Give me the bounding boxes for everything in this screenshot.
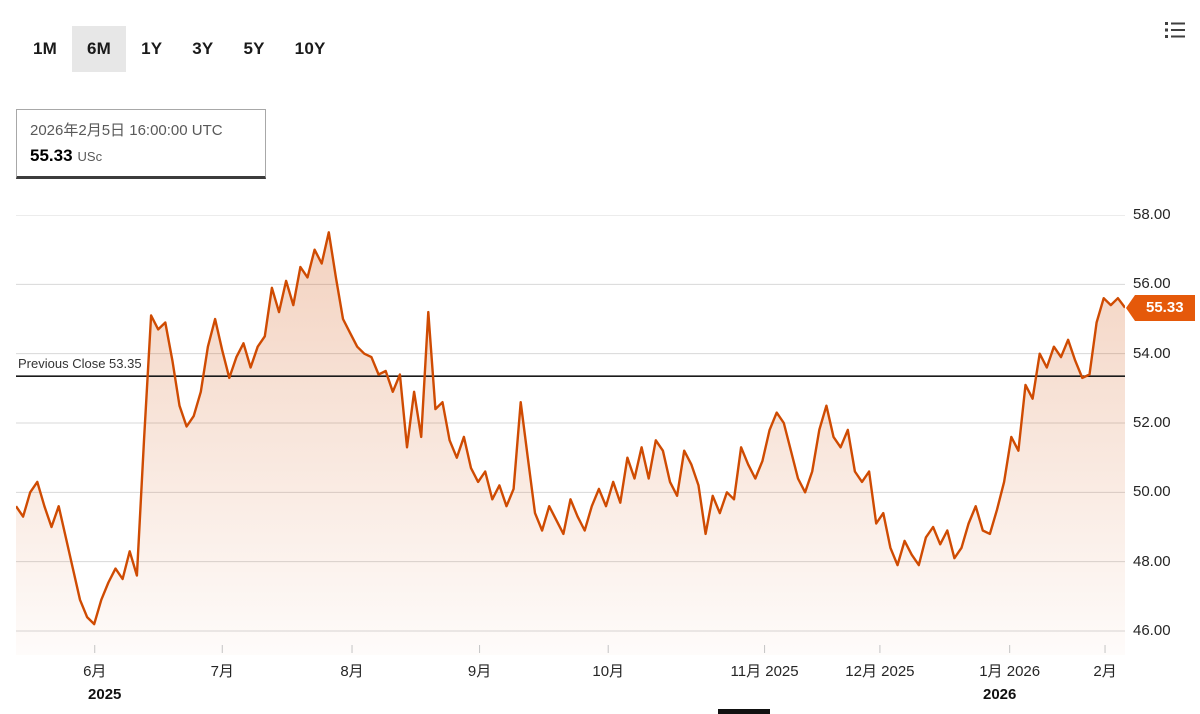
badge-arrow-icon bbox=[1126, 294, 1135, 321]
x-axis-label: 7月 bbox=[210, 663, 234, 680]
range-tab-1y[interactable]: 1Y bbox=[126, 26, 177, 72]
price-chart-plot[interactable] bbox=[15, 214, 1126, 656]
price-line bbox=[15, 231, 1126, 626]
tooltip-price: 55.33 bbox=[30, 146, 73, 165]
y-axis-label: 52.00 bbox=[1133, 414, 1171, 431]
price-area-fill bbox=[16, 232, 1125, 656]
range-tab-3y[interactable]: 3Y bbox=[177, 26, 228, 72]
x-axis-label: 10月 bbox=[592, 663, 625, 680]
tooltip-price-row: 55.33 USc bbox=[30, 146, 252, 166]
previous-close-label: Previous Close 53.35 bbox=[18, 356, 142, 372]
price-area-chart bbox=[15, 214, 1126, 656]
x-axis-year-label: 2025 bbox=[88, 686, 122, 703]
x-axis-label: 2月 bbox=[1093, 663, 1117, 680]
x-axis-label: 11月 2025 bbox=[730, 663, 799, 680]
y-axis-label: 58.00 bbox=[1133, 206, 1171, 223]
range-tabs: 1M 6M 1Y 3Y 5Y 10Y bbox=[18, 26, 341, 72]
range-tab-1m[interactable]: 1M bbox=[18, 26, 72, 72]
x-axis-label: 6月 bbox=[83, 663, 107, 680]
y-axis-label: 54.00 bbox=[1133, 344, 1171, 362]
y-axis-label: 50.00 bbox=[1133, 483, 1171, 501]
x-axis-label: 8月 bbox=[340, 663, 364, 680]
price-tooltip: 2026年2月5日 16:00:00 UTC 55.33 USc bbox=[16, 109, 266, 179]
y-axis-label: 56.00 bbox=[1133, 275, 1171, 293]
range-tab-6m[interactable]: 6M bbox=[72, 26, 127, 72]
tooltip-datetime: 2026年2月5日 16:00:00 UTC bbox=[30, 122, 223, 139]
range-tab-5y[interactable]: 5Y bbox=[228, 26, 279, 72]
list-menu-icon bbox=[1165, 22, 1185, 38]
y-axis-label: 46.00 bbox=[1133, 622, 1171, 639]
x-axis-year-label: 2026 bbox=[982, 686, 1017, 703]
range-tab-10y[interactable]: 10Y bbox=[280, 26, 341, 72]
bottom-drag-handle[interactable] bbox=[718, 709, 770, 714]
x-axis-label: 9月 bbox=[467, 663, 492, 680]
chart-menu-button[interactable] bbox=[1161, 16, 1189, 44]
tooltip-unit: USc bbox=[77, 149, 103, 164]
x-axis-label: 12月 2025 bbox=[845, 663, 915, 680]
last-price-value: 55.33 bbox=[1135, 294, 1195, 321]
x-axis-label: 1月 2026 bbox=[979, 663, 1041, 680]
last-price-badge: 55.33 bbox=[1126, 294, 1195, 321]
y-axis-label: 48.00 bbox=[1133, 552, 1171, 570]
